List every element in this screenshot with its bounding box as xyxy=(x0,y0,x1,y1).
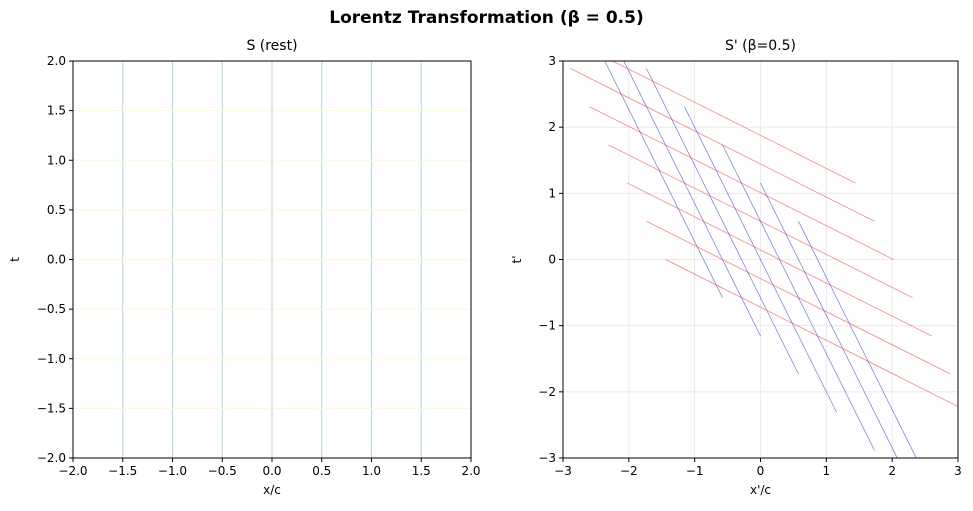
x-tick-label: −1.0 xyxy=(158,464,187,478)
left-plot-s-rest: −2.0 −1.5 −1.0 −0.5 0.0 0.5 1.0 1.5 2.0 −2.0 −1.5 −… xyxy=(8,54,481,497)
right-plot-area xyxy=(563,61,958,458)
tick-marks: −2.0 −1.5 −1.0 −0.5 0.0 0.5 1.0 1.5 2.0 −2.0 −1.5 −… xyxy=(37,54,481,478)
y-tick-label: −2 xyxy=(538,385,556,399)
x-tick-label: −3 xyxy=(554,464,572,478)
y-tick-label: −1.0 xyxy=(37,352,66,366)
y-tick-label: −3 xyxy=(538,451,556,465)
y-tick-label: 1.5 xyxy=(47,104,66,118)
x-tick-label: −1.5 xyxy=(108,464,137,478)
left-plot-area xyxy=(73,61,471,458)
y-tick-label: 1 xyxy=(548,186,556,200)
y-tick-label: 3 xyxy=(548,54,556,68)
x-tick-label: −0.5 xyxy=(208,464,237,478)
left-axes-title: S (rest) xyxy=(246,38,298,54)
y-tick-label: −1 xyxy=(538,319,556,333)
x-axis-label: x'/c xyxy=(750,483,771,497)
figure-suptitle: Lorentz Transformation (β = 0.5) xyxy=(329,8,644,28)
y-tick-label: 0.0 xyxy=(47,253,66,267)
y-tick-label: 1.0 xyxy=(47,153,66,167)
y-tick-label: −1.5 xyxy=(37,401,66,415)
tick-marks: −3 −2 −1 0 1 2 3 −3 −2 −1 0 1 2 3 xyxy=(538,54,962,478)
x-tick-label: −2.0 xyxy=(58,464,87,478)
x-tick-label: 3 xyxy=(954,464,962,478)
y-tick-label: −0.5 xyxy=(37,302,66,316)
y-tick-label: −2.0 xyxy=(37,451,66,465)
x-tick-label: 0.0 xyxy=(262,464,281,478)
x-tick-label: 1.0 xyxy=(362,464,381,478)
y-tick-label: 2 xyxy=(548,120,556,134)
series-1 xyxy=(73,110,471,409)
x-tick-label: −1 xyxy=(686,464,704,478)
x-tick-label: 2.0 xyxy=(461,464,480,478)
y-tick-label: 0.5 xyxy=(47,203,66,217)
right-plot-s-prime: −3 −2 −1 0 1 2 3 −3 −2 −1 0 1 2 3 x'/c t' xyxy=(510,54,962,497)
y-tick-label: 0 xyxy=(548,253,556,267)
series-1 xyxy=(570,61,958,407)
x-tick-label: 1 xyxy=(823,464,831,478)
x-tick-label: 1.5 xyxy=(412,464,431,478)
x-axis-label: x/c xyxy=(263,483,281,497)
y-axis-label: t xyxy=(8,257,22,262)
x-tick-label: 2 xyxy=(888,464,896,478)
y-tick-label: 2.0 xyxy=(47,54,66,68)
x-tick-label: −2 xyxy=(620,464,638,478)
right-axes-title: S' (β=0.5) xyxy=(724,38,797,54)
x-tick-label: 0 xyxy=(757,464,765,478)
y-axis-label: t' xyxy=(510,255,524,263)
x-tick-label: 0.5 xyxy=(312,464,331,478)
